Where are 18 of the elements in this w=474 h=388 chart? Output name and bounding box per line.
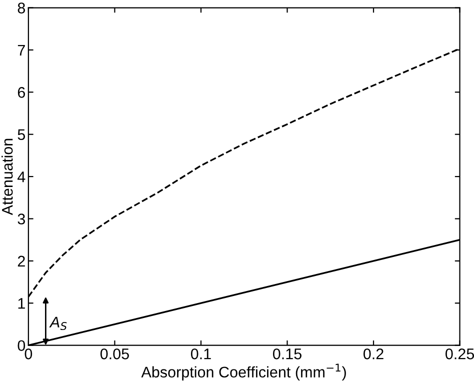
y-axis-title: Attenuation xyxy=(2,138,13,216)
x-tick-label: 0.15 xyxy=(272,348,302,360)
y-tick-label: 8 xyxy=(18,2,25,14)
y-tick-label: 0 xyxy=(18,340,26,352)
x-tick-label: 0.05 xyxy=(100,348,129,360)
x-tick-label: 0.2 xyxy=(363,348,384,360)
x-tick-label: 0.1 xyxy=(190,348,211,360)
x-tick-label: 0.25 xyxy=(446,348,474,360)
annotation: A$_{S}$ xyxy=(49,316,67,330)
y-tick-label: 2 xyxy=(18,256,25,266)
y-tick-label: 7 xyxy=(18,44,25,56)
y-tick-label: 3 xyxy=(18,214,25,224)
x-tick-label: 0 xyxy=(24,348,32,360)
x-axis-title: Absorption Coefficient (mm$^{−1}$) xyxy=(141,364,346,381)
y-tick-label: 1 xyxy=(18,298,25,309)
y-tick-label: 5 xyxy=(18,129,26,140)
y-tick-label: 6 xyxy=(18,87,25,98)
y-tick-label: 4 xyxy=(18,172,26,182)
